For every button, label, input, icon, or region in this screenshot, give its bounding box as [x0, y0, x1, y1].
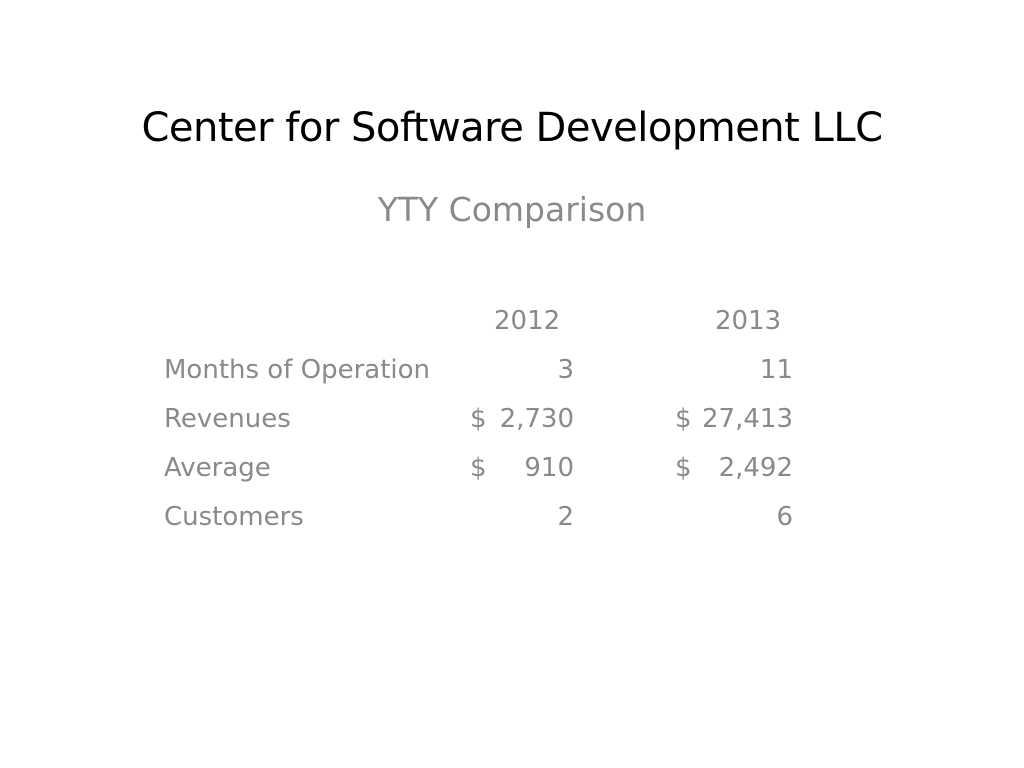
- column-header-2012: 2012: [494, 306, 561, 336]
- table-row-average: Average $ 910 $ 2,492: [164, 444, 824, 493]
- table-row-customers: Customers 2 6: [164, 493, 824, 542]
- row-label: Average: [164, 453, 271, 483]
- value-2012: 3: [557, 355, 574, 385]
- row-label: Customers: [164, 502, 304, 532]
- row-label: Revenues: [164, 404, 291, 434]
- table-row-months-of-operation: Months of Operation 3 11: [164, 346, 824, 395]
- value-2013: 27,413: [702, 404, 793, 434]
- currency-symbol-2012: $: [470, 404, 487, 434]
- table-header-row: 2012 2013: [164, 297, 824, 346]
- row-label: Months of Operation: [164, 355, 431, 385]
- currency-symbol-2013: $: [675, 404, 692, 434]
- slide-subtitle: YTY Comparison: [377, 190, 647, 229]
- value-2012: 910: [524, 453, 574, 483]
- value-2013: 6: [776, 502, 793, 532]
- currency-symbol-2012: $: [470, 453, 487, 483]
- currency-symbol-2013: $: [675, 453, 692, 483]
- value-2013: 11: [759, 355, 793, 385]
- value-2013: 2,492: [718, 453, 793, 483]
- comparison-table: 2012 2013 Months of Operation 3 11 Reven…: [164, 297, 824, 542]
- slide-title: Center for Software Development LLC: [141, 105, 883, 151]
- column-header-2013: 2013: [715, 306, 782, 336]
- table-row-revenues: Revenues $ 2,730 $ 27,413: [164, 395, 824, 444]
- value-2012: 2,730: [499, 404, 574, 434]
- value-2012: 2: [557, 502, 574, 532]
